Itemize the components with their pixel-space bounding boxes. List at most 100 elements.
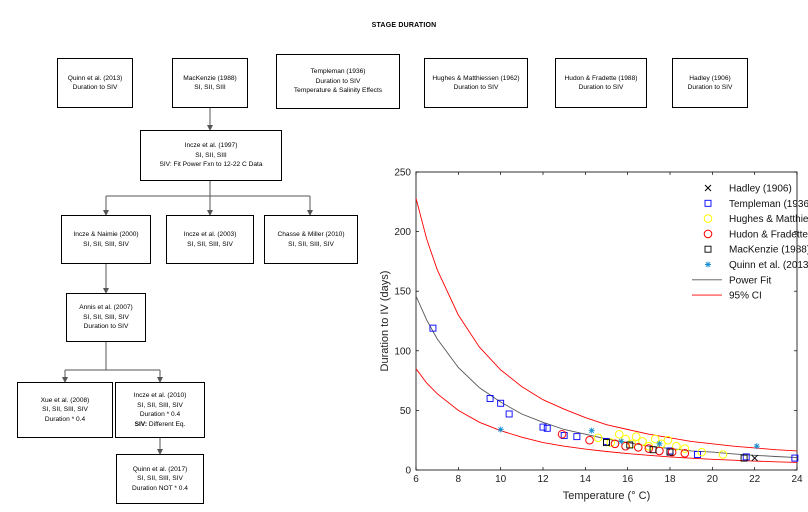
diagram-title: STAGE DURATION: [371, 22, 437, 29]
box-line: Incze et al. (1997): [184, 142, 238, 150]
box-line: Duration to SIV: [83, 323, 129, 331]
y-tick-label: 150: [394, 287, 411, 298]
data-point: [573, 433, 581, 441]
x-tick-label: 6: [413, 474, 419, 485]
box-line: SI, SII, SIII, SIV: [137, 401, 183, 409]
box-xue-2008: Xue et al. (2008) SI, SII, SIII, SIV Durat…: [17, 382, 113, 438]
box-line: SI, SII, SIII, SIV: [187, 240, 233, 248]
data-point: [656, 440, 663, 447]
data-point: [560, 431, 568, 439]
data-point: [791, 454, 799, 462]
box-line: SI, SII, SIII, SIV: [137, 475, 183, 483]
box-line: SI, SII, SIII, SIV: [288, 240, 334, 248]
data-point: [650, 434, 660, 444]
data-point: [614, 429, 624, 439]
data-point: [486, 395, 494, 402]
box-line: SI, SII, SIII: [194, 84, 226, 91]
box-line: Duration to SIV: [453, 84, 499, 91]
power-fit-line: [415, 295, 798, 459]
box-line: Duration to SIV: [687, 84, 733, 91]
y-tick-label: 200: [394, 227, 411, 238]
data-point: [557, 429, 567, 439]
data-point: [697, 447, 707, 457]
box-incze-1997: Incze et al. (1997) SI, SII, SIII SIV: Fit…: [140, 130, 282, 181]
y-tick-label: 50: [400, 406, 412, 417]
data-point: [505, 410, 513, 418]
data-point: [644, 444, 654, 453]
x-tick-label: 12: [537, 474, 549, 485]
data-point: [618, 438, 625, 445]
data-point: [680, 444, 690, 453]
legend-marker: [703, 229, 713, 239]
box-line: Duration to SIV: [72, 84, 118, 91]
box-templeman-1936: Templeman (1936) Duration to SIV Temperatu…: [276, 54, 400, 109]
ci-line: [415, 368, 798, 463]
box-quinn-2013: Quinn et al. (2013) Duration to SIV: [57, 58, 133, 108]
data-point: [606, 438, 616, 447]
legend-label: MacKenzie (1988): [729, 245, 808, 256]
legend-label: Power Fit: [729, 275, 771, 286]
box-line: Xue et al. (2008): [40, 396, 90, 404]
data-point: [588, 427, 595, 434]
data-point: [655, 446, 664, 456]
x-tick-label: 18: [664, 474, 676, 485]
data-point: [633, 443, 643, 452]
box-incze-2003: Incze et al. (2003) SI, SII, SIII, SIV: [166, 215, 254, 264]
data-point: [621, 441, 630, 451]
x-tick-label: 16: [622, 474, 634, 485]
legend-marker: [704, 184, 712, 192]
data-point: [631, 432, 641, 441]
data-point: [718, 450, 728, 459]
plot-frame: [415, 171, 798, 471]
legend-marker: [705, 261, 711, 268]
legend-label: Quinn et al. (2013): [729, 260, 808, 271]
box-line: Quinn et al. (2013): [67, 74, 123, 82]
legend-label: Hudon & Fradette (1988): [729, 229, 808, 240]
data-point: [753, 443, 760, 450]
x-axis-label: Temperature (° C): [563, 490, 651, 502]
data-point: [585, 435, 594, 445]
y-axis-label: Duration to IV (days): [379, 271, 391, 372]
x-tick-label: 8: [456, 474, 462, 485]
box-line: Duration * 0.4: [44, 415, 86, 423]
legend-marker: [703, 214, 713, 223]
data-point: [667, 447, 677, 457]
box-line: SI, SII, SIII, SIV: [83, 313, 129, 321]
box-line: Incze & Naimie (2000): [73, 231, 139, 238]
box-line: Annis et al. (2007): [79, 304, 133, 312]
box-line: Incze et al. (2010): [133, 392, 187, 399]
box-line: Duration * 0.4: [139, 411, 181, 418]
box-line: SI, SII, SIII, SIV: [83, 240, 129, 248]
box-line: Templeman (1936): [310, 68, 366, 76]
box-line: MacKenzie (1988): [183, 74, 237, 82]
box-line: SIV: Different Eq.: [134, 420, 186, 428]
data-point: [638, 437, 647, 446]
box-line: Hughes & Matthiessen (1962): [432, 74, 520, 82]
data-point: [543, 424, 551, 432]
x-tick-label: 14: [580, 474, 592, 485]
box-hughes-matthiessen-1962: Hughes & Matthiessen (1962) Duration to S…: [424, 58, 528, 108]
legend-label: Templeman (1936): [729, 199, 808, 210]
y-tick-label: 0: [405, 466, 411, 477]
data-point: [593, 433, 603, 443]
box-line: Hadley (1906): [689, 74, 731, 82]
data-point: [649, 446, 657, 454]
y-tick-label: 100: [394, 346, 411, 357]
box-line: Quinn et al. (2017): [132, 465, 188, 473]
box-line: Hudon & Fradette (1988): [564, 74, 638, 82]
legend-label: 95% CI: [729, 291, 762, 302]
box-line: Duration to SIV: [315, 77, 361, 85]
y-tick-label: 250: [394, 168, 411, 179]
box-line: SI, SII, SIII, SIV: [42, 406, 88, 414]
box-line: Duration to SIV: [578, 84, 624, 91]
data-point: [626, 441, 634, 449]
ci-line: [415, 198, 798, 452]
data-point: [672, 441, 681, 451]
box-chasse-miller-2010: Chasse & Miller (2010) SI, SII, SIII, SIV: [264, 215, 358, 264]
data-point: [497, 426, 504, 433]
box-quinn-2017: Quinn et al. (2017) SI, SII, SIII, SIV Dur…: [116, 454, 204, 504]
box-line: Temperature & Salinity Effects: [293, 87, 383, 95]
data-point: [497, 399, 505, 407]
